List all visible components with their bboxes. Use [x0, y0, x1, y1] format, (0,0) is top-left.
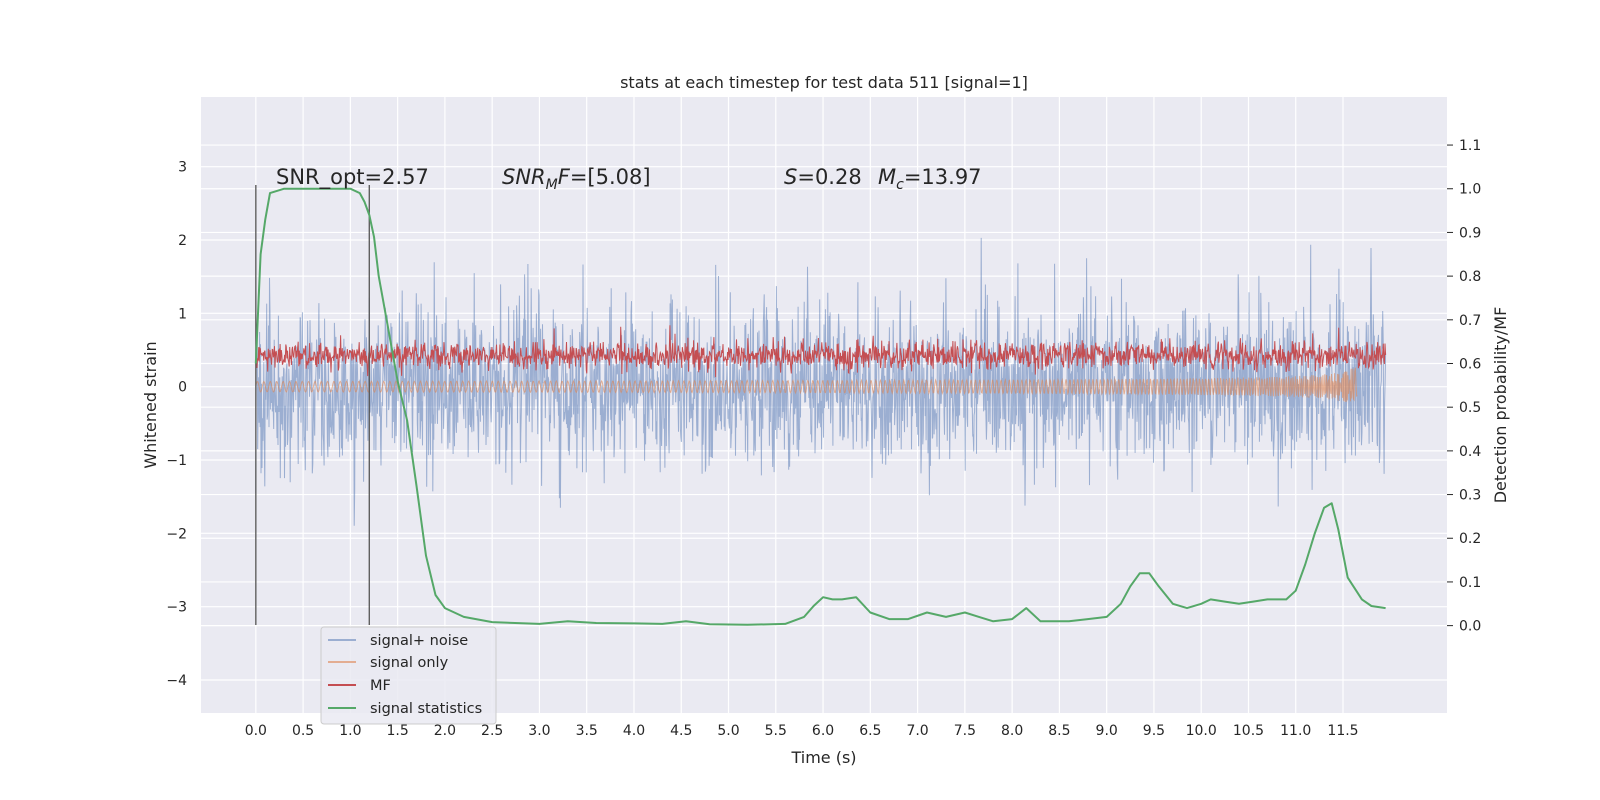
- x-tick-label: 10.5: [1233, 723, 1264, 739]
- annotation-snr-mf-suffix: F: [558, 165, 571, 189]
- series-signal-noise: [255, 237, 1387, 526]
- y2-tick-label: 0.9: [1459, 225, 1481, 241]
- line-mf: [255, 325, 1387, 378]
- legend-label-mf: MF: [370, 678, 391, 694]
- y-tick-label: 2: [178, 233, 187, 249]
- annotation-s-label: S: [784, 165, 797, 189]
- x-tick-label: 5.5: [765, 723, 787, 739]
- annotation-mc-sub: c: [896, 177, 904, 193]
- x-tick-label: 2.5: [481, 723, 503, 739]
- annotation-snr-mf-prefix: SNR: [502, 165, 546, 189]
- chart-title: stats at each timestep for test data 511…: [620, 73, 1028, 92]
- annotation-s: S=0.28: [784, 165, 862, 189]
- annotation-snr-mf-sub: M: [546, 177, 558, 193]
- x-tick-labels: 0.0 0.5 1.0 1.5 2.0 2.5 3.0 3.5 4.0 4.5 5.0 5.5 6.0 6…: [245, 723, 1359, 739]
- y-tick-label: −2: [166, 526, 187, 542]
- x-tick-label: 11.0: [1280, 723, 1311, 739]
- y2-tick-labels: 0.0 0.1 0.2 0.3 0.4 0.5 0.6 0.7 0.8 0.9 1.0 1.1: [1447, 138, 1481, 635]
- y-tick-label: 3: [178, 160, 187, 176]
- line-signal-statistics: [254, 187, 1386, 626]
- legend-label-signal-noise: signal+ noise: [370, 633, 468, 649]
- x-tick-label: 0.5: [292, 723, 314, 739]
- x-tick-label: 3.5: [576, 723, 598, 739]
- x-tick-label: 5.0: [717, 723, 739, 739]
- y2-tick-label: 0.0: [1459, 619, 1481, 635]
- y2-tick-label: 1.0: [1459, 182, 1481, 198]
- annotation-mc: Mc=13.97: [878, 165, 982, 193]
- x-tick-label: 4.5: [670, 723, 692, 739]
- series-signal-only: [255, 367, 1358, 402]
- x-tick-label: 7.0: [906, 723, 928, 739]
- series-signal-statistics: [254, 187, 1386, 626]
- y-tick-label: 0: [178, 380, 187, 396]
- x-tick-label: 9.5: [1143, 723, 1165, 739]
- marker-lines: [255, 185, 370, 625]
- series-mf: [255, 325, 1387, 378]
- legend-label-signal-only: signal only: [370, 655, 449, 671]
- annotation-snr-mf-value: =[5.08]: [570, 165, 651, 189]
- y2-tick-label: 0.5: [1459, 400, 1481, 416]
- x-tick-label: 3.0: [528, 723, 550, 739]
- y2-tick-label: 0.3: [1459, 488, 1481, 504]
- legend-box: [320, 626, 497, 725]
- y-tick-labels: −4 −3 −2 −1 0 1 2 3: [166, 160, 187, 689]
- x-tick-label: 1.0: [339, 723, 361, 739]
- y2-tick-label: 0.2: [1459, 531, 1481, 547]
- y-tick-label: −4: [166, 673, 187, 689]
- y-tick-label: −1: [166, 453, 187, 469]
- x-axis-label: Time (s): [790, 748, 856, 767]
- legend-label-signal-statistics: signal statistics: [370, 701, 482, 717]
- x-tick-label: 9.0: [1096, 723, 1118, 739]
- x-tick-label: 8.0: [1001, 723, 1023, 739]
- y-tick-label: −3: [166, 600, 187, 616]
- legend: signal+ noise signal only MF signal stat…: [320, 626, 497, 725]
- x-tick-label: 11.5: [1327, 723, 1358, 739]
- y2-tick-label: 0.6: [1459, 356, 1481, 372]
- y2-tick-label: 0.7: [1459, 313, 1481, 329]
- y2-tick-label: 0.8: [1459, 269, 1481, 285]
- annotation-mc-label: M: [878, 165, 896, 189]
- x-tick-label: 4.0: [623, 723, 645, 739]
- x-tick-label: 1.5: [387, 723, 409, 739]
- line-signal-noise: [255, 237, 1387, 526]
- y-tick-label: 1: [178, 306, 187, 322]
- x-tick-label: 6.0: [812, 723, 834, 739]
- line-signal-only: [255, 367, 1358, 402]
- x-tick-label: 8.5: [1048, 723, 1070, 739]
- y-axis-label: Whitened strain: [141, 341, 160, 468]
- annotation-snr-mf: SNRMF=[5.08]: [502, 165, 651, 193]
- x-tick-label: 6.5: [859, 723, 881, 739]
- y2-tick-label: 1.1: [1459, 138, 1481, 154]
- x-tick-label: 10.0: [1186, 723, 1217, 739]
- x-tick-label: 2.0: [434, 723, 456, 739]
- x-tick-label: 0.0: [245, 723, 267, 739]
- y2-tick-label: 0.4: [1459, 444, 1481, 460]
- y2-tick-label: 0.1: [1459, 575, 1481, 591]
- annotation-snr-opt: SNR_opt=2.57: [276, 165, 429, 190]
- y2-axis-label: Detection probability/MF: [1491, 307, 1510, 504]
- x-tick-label: 7.5: [954, 723, 976, 739]
- annotation-s-value: =0.28: [797, 165, 861, 189]
- annotation-mc-value: =13.97: [904, 165, 982, 189]
